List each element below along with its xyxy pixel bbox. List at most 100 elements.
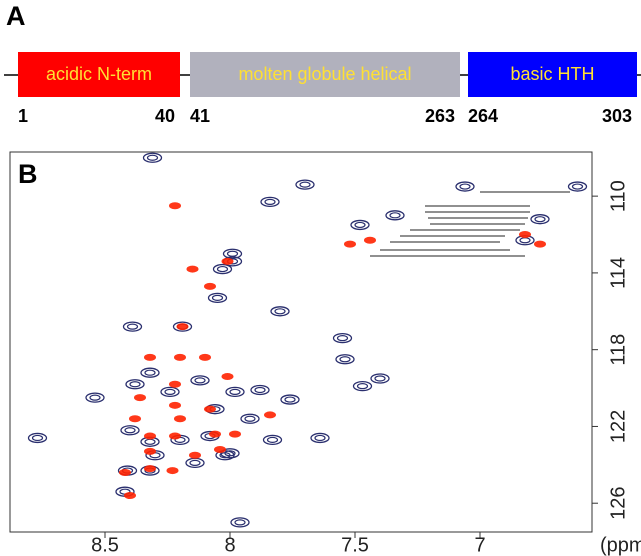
y-tick-label: 126 [607, 487, 629, 520]
peak [221, 373, 234, 381]
domain-end: 40 [155, 106, 175, 126]
peak-contour [240, 413, 260, 424]
peak-contour [222, 248, 243, 259]
peak-contour [352, 380, 373, 392]
peak-contour-inner [389, 212, 401, 219]
peak-contour [295, 179, 315, 190]
peak [209, 430, 221, 438]
domain-end: 263 [425, 106, 455, 126]
peak-contour [225, 386, 245, 398]
peak-contour [250, 384, 270, 396]
peak-contour-inner [534, 216, 546, 223]
peak [119, 469, 131, 477]
panel-label: A [6, 1, 26, 31]
peak-contour [207, 292, 228, 304]
peak [134, 394, 146, 402]
peak [176, 323, 189, 331]
peak-contour [335, 354, 355, 365]
domain-start: 1 [18, 106, 28, 126]
peak-contour [142, 152, 163, 163]
peak-contour-inner [216, 265, 229, 273]
y-tick-label: 110 [607, 180, 629, 212]
peak-contour-inner [336, 335, 349, 342]
peak-contour [27, 432, 48, 444]
peak-contour [212, 263, 233, 275]
peak-contour-inner [31, 434, 44, 442]
peak-contour [310, 432, 330, 444]
x-tick-label: 8 [224, 534, 235, 556]
peak [144, 432, 156, 440]
peak-contour [280, 394, 300, 405]
peak [534, 240, 546, 248]
peak-contour-inner [274, 308, 286, 315]
domain-name: basic HTH [510, 64, 594, 84]
peak-contour-inner [144, 438, 156, 445]
domain-box [18, 52, 180, 97]
peak-contour [455, 181, 475, 192]
peak [174, 415, 186, 423]
peak-contour [190, 375, 210, 386]
peak-contour [120, 425, 140, 436]
peak-contour-inner [266, 436, 279, 443]
peak [124, 492, 136, 500]
x-tick-label: 8.5 [91, 534, 119, 556]
peak-contour [530, 214, 550, 225]
peak-contour-inner [284, 396, 296, 403]
y-tick-label: 122 [607, 410, 629, 443]
peak [344, 240, 356, 248]
peak-contour-inner [89, 394, 101, 401]
domain-name: molten globule helical [238, 64, 411, 84]
peak-contour-inner [244, 415, 256, 422]
peak-contour [370, 373, 390, 384]
y-tick-label: 114 [607, 257, 629, 289]
peak-contour-inner [356, 383, 369, 390]
peak-contour [260, 196, 280, 208]
peak-contour [185, 457, 205, 469]
peak [204, 405, 216, 413]
peak-contour-inner [129, 381, 141, 388]
peak-contour-inner [374, 375, 386, 382]
peak-contour-inner [299, 181, 311, 188]
panel-label: B [18, 159, 38, 189]
peak-contour [567, 181, 588, 192]
peak [174, 353, 186, 361]
peak [519, 231, 531, 239]
peak-contour-inner [144, 369, 156, 376]
peak-contour-inner [519, 237, 531, 244]
peak-contour-inner [229, 388, 241, 395]
x-tick-label: 7.5 [341, 534, 369, 556]
x-tick-label: 7 [474, 534, 485, 556]
domain-box [468, 52, 637, 97]
peak-contour-inner [459, 183, 471, 190]
peak [186, 265, 199, 273]
x-axis-unit: (ppm) [600, 534, 641, 556]
peak [204, 282, 216, 290]
peak [189, 451, 201, 459]
peak [144, 353, 156, 361]
peak-contour [385, 210, 405, 221]
peak-contour-inner [571, 183, 584, 190]
nh2-connectors [370, 191, 570, 257]
peak-contour [270, 306, 290, 317]
peak [166, 467, 179, 475]
peak-contour-inner [354, 221, 366, 229]
peak-contour [85, 392, 105, 403]
peak-contour-inner [211, 294, 224, 301]
peak-contour [332, 333, 353, 344]
domain-box [190, 52, 460, 97]
peak-contour [122, 321, 143, 332]
peak-contour-inner [254, 386, 266, 394]
domain-name: acidic N-term [46, 64, 152, 84]
peak [144, 447, 156, 455]
peak-contour-inner [189, 459, 201, 467]
peak-contour-inner [219, 452, 231, 459]
domain-start: 41 [190, 106, 210, 126]
peak [214, 445, 226, 453]
peak-contour-inner [314, 434, 326, 442]
domain-map: acidic N-term 1 40 molten globule helical 41… [18, 52, 637, 126]
peak-contour [160, 386, 180, 398]
peak-contour-inner [226, 250, 239, 257]
peak-contour [262, 434, 283, 446]
peak-contour [125, 379, 145, 390]
